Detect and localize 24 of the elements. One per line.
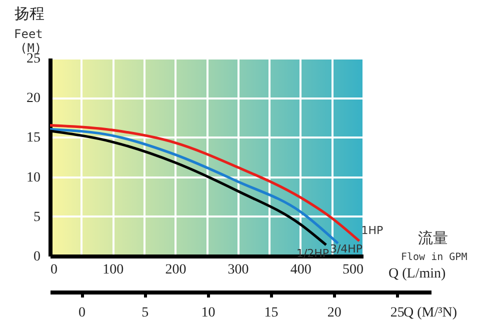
x-tick-label: 300 (228, 262, 249, 278)
x-axis-title: Q (L/min) (388, 266, 446, 282)
y-axis-title: 扬程 (14, 4, 44, 22)
y-tick-label: 0 (34, 250, 40, 264)
x2-tick-label: 5 (142, 306, 149, 320)
y-tick-label: 5 (34, 210, 40, 225)
x2-tick-label: 20 (327, 306, 342, 320)
series-label: 1HP (361, 224, 384, 237)
x-tick-label: 0 (50, 262, 58, 278)
text: Feet (14, 27, 43, 41)
y-tick-label: 10 (26, 170, 40, 186)
y-tick-label: 20 (26, 91, 40, 106)
x2-tick-label: 10 (201, 306, 216, 320)
x2-tick-label: 25 (390, 306, 404, 320)
x-tick-label: 400 (290, 262, 312, 278)
x-tick-label: 100 (102, 262, 124, 278)
x2-tick-label: 15 (264, 306, 278, 320)
x2-tick-label: 0 (78, 306, 86, 320)
x-tick-label: 200 (165, 262, 186, 278)
x-tick-label: 500 (342, 262, 364, 278)
x2-axis-title: Q (M/³N) (404, 306, 458, 320)
text: 流量 (418, 229, 448, 247)
y-tick-label: 15 (26, 130, 40, 146)
text: Flow in GPM (401, 252, 468, 263)
